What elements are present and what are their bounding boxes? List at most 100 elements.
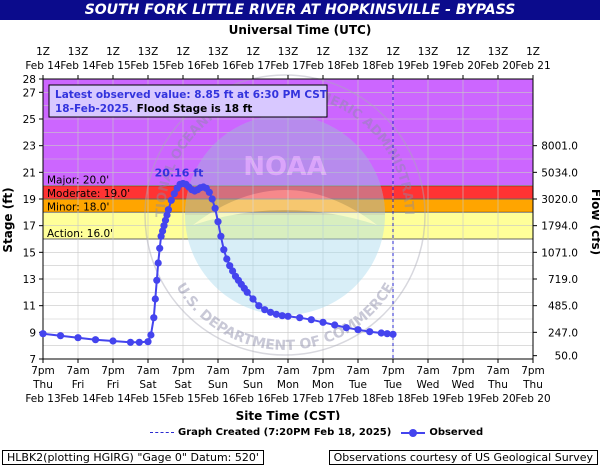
observed-point <box>342 324 350 332</box>
observed-point <box>249 295 257 303</box>
observed-point <box>261 306 269 314</box>
bottom-tick-date: Feb 19 <box>445 393 480 405</box>
top-tick-date: Feb 18 <box>340 60 375 72</box>
observed-point <box>366 328 374 336</box>
top-tick-time: 13Z <box>488 46 509 58</box>
bottom-tick-time: 7pm <box>521 365 545 377</box>
bottom-tick-time: 7pm <box>381 365 405 377</box>
y-tick-label: 9 <box>29 327 36 339</box>
y-tick-label: 11 <box>23 301 36 313</box>
y-tick-label: 7 <box>29 354 36 366</box>
observed-point <box>319 318 327 326</box>
observed-point <box>255 302 263 310</box>
top-tick-date: Feb 19 <box>375 60 410 72</box>
chart-title: SOUTH FORK LITTLE RIVER AT HOPKINSVILLE … <box>0 0 600 20</box>
stage-label: Major: 20.0' <box>47 175 109 187</box>
annotation-box <box>48 84 328 118</box>
observed-point <box>164 206 172 214</box>
observed-point <box>284 312 292 320</box>
y2-tick-label: 8001.0 <box>541 141 578 153</box>
observed-point <box>91 336 100 344</box>
top-tick-date: Feb 20 <box>480 60 515 72</box>
y2-tick-label: 3020.0 <box>541 194 578 206</box>
observed-point <box>278 312 286 320</box>
observed-point <box>243 288 251 296</box>
top-tick-time: 1Z <box>176 46 190 58</box>
observed-point <box>153 276 161 284</box>
bottom-tick-date: Feb 17 <box>305 393 340 405</box>
bottom-tick-day: Mon <box>277 379 299 391</box>
bottom-tick-day: Mon <box>312 379 334 391</box>
bottom-tick-date: Feb 20 <box>480 393 515 405</box>
stage-label: Moderate: 19.0' <box>47 188 130 200</box>
bottom-tick-time: 7pm <box>311 365 335 377</box>
watermark-center-text: NOAA <box>243 152 326 182</box>
data-source-footer: Observations courtesy of US Geological S… <box>328 450 598 465</box>
y-tick-label: 13 <box>23 274 36 286</box>
legend-observed: Observed <box>429 427 484 438</box>
bottom-tick-date: Feb 15 <box>130 393 165 405</box>
stage-label: Action: 16.0' <box>47 228 113 240</box>
top-tick-date: Feb 15 <box>130 60 165 72</box>
observed-point <box>220 246 228 254</box>
observed-point <box>151 295 159 303</box>
watermark-gull <box>193 190 377 225</box>
observed-point <box>214 218 222 226</box>
bottom-tick-time: 7am <box>66 365 89 377</box>
top-tick-time: 1Z <box>316 46 330 58</box>
top-axis-label: Universal Time (UTC) <box>229 23 372 37</box>
y-tick-label: 21 <box>23 167 36 179</box>
observed-point <box>156 244 164 252</box>
observed-point <box>377 329 385 337</box>
bottom-tick-time: 7am <box>486 365 509 377</box>
observed-point <box>229 267 237 275</box>
flood-stage-labels: Major: 20.0'Moderate: 19.0'Minor: 18.0' A… <box>47 175 130 240</box>
hydrograph-chart: NOAANATIONAL OCEANIC AND ATMOSPHERIC ADM… <box>0 20 600 420</box>
bottom-tick-day: Tue <box>348 379 367 391</box>
observed-point <box>126 338 135 346</box>
observed-point <box>211 204 219 212</box>
watermark-inner-disc <box>185 115 385 315</box>
y2-axis-label: Flow (cfs) <box>589 189 600 255</box>
observed-point <box>226 262 234 270</box>
bottom-tick-date: Feb 20 <box>515 393 550 405</box>
annotation-flood-text: Flood Stage is 18 ft <box>133 103 252 115</box>
top-tick-time: 13Z <box>208 46 229 58</box>
y-tick-label: 19 <box>23 194 36 206</box>
bottom-tick-day: Fri <box>107 379 120 391</box>
bottom-tick-time: 7am <box>416 365 439 377</box>
y-axis-label: Stage (ft) <box>1 187 15 252</box>
top-tick-date: Feb 14 <box>25 60 61 72</box>
watermark-outer-ring <box>144 74 426 356</box>
observed-point <box>167 196 175 204</box>
bottom-tick-day: Thu <box>522 379 543 391</box>
top-tick-time: 13Z <box>418 46 439 58</box>
top-tick-date: Feb 15 <box>95 60 130 72</box>
observed-point <box>147 331 155 339</box>
y2-tick-label: 485.0 <box>548 301 578 313</box>
bottom-tick-time: 7pm <box>451 365 475 377</box>
observed-point <box>150 314 158 322</box>
bottom-tick-time: 7am <box>346 365 369 377</box>
observed-point <box>217 232 225 240</box>
observed-point <box>389 330 397 338</box>
watermark-sky <box>185 115 385 215</box>
top-tick-time: 13Z <box>138 46 159 58</box>
bottom-tick-time: 7pm <box>241 365 265 377</box>
observed-point <box>383 330 391 338</box>
bottom-tick-day: Sun <box>243 379 263 391</box>
top-tick-time: 13Z <box>68 46 89 58</box>
bottom-tick-day: Thu <box>487 379 508 391</box>
annotation-latest-value: Latest observed value: 8.85 ft at 6:30 P… <box>55 89 328 101</box>
bottom-tick-date: Feb 14 <box>60 393 96 405</box>
observed-point <box>354 326 362 334</box>
y-tick-label: 25 <box>23 114 36 126</box>
bottom-tick-time: 7pm <box>101 365 125 377</box>
observed-point <box>223 255 231 263</box>
y2-tick-label: 1794.0 <box>541 221 578 233</box>
bottom-tick-day: Tue <box>383 379 402 391</box>
y-tick-label: 23 <box>23 141 36 153</box>
observed-point <box>144 338 152 346</box>
y-tick-label: 15 <box>23 247 36 259</box>
bottom-tick-date: Feb 19 <box>410 393 445 405</box>
